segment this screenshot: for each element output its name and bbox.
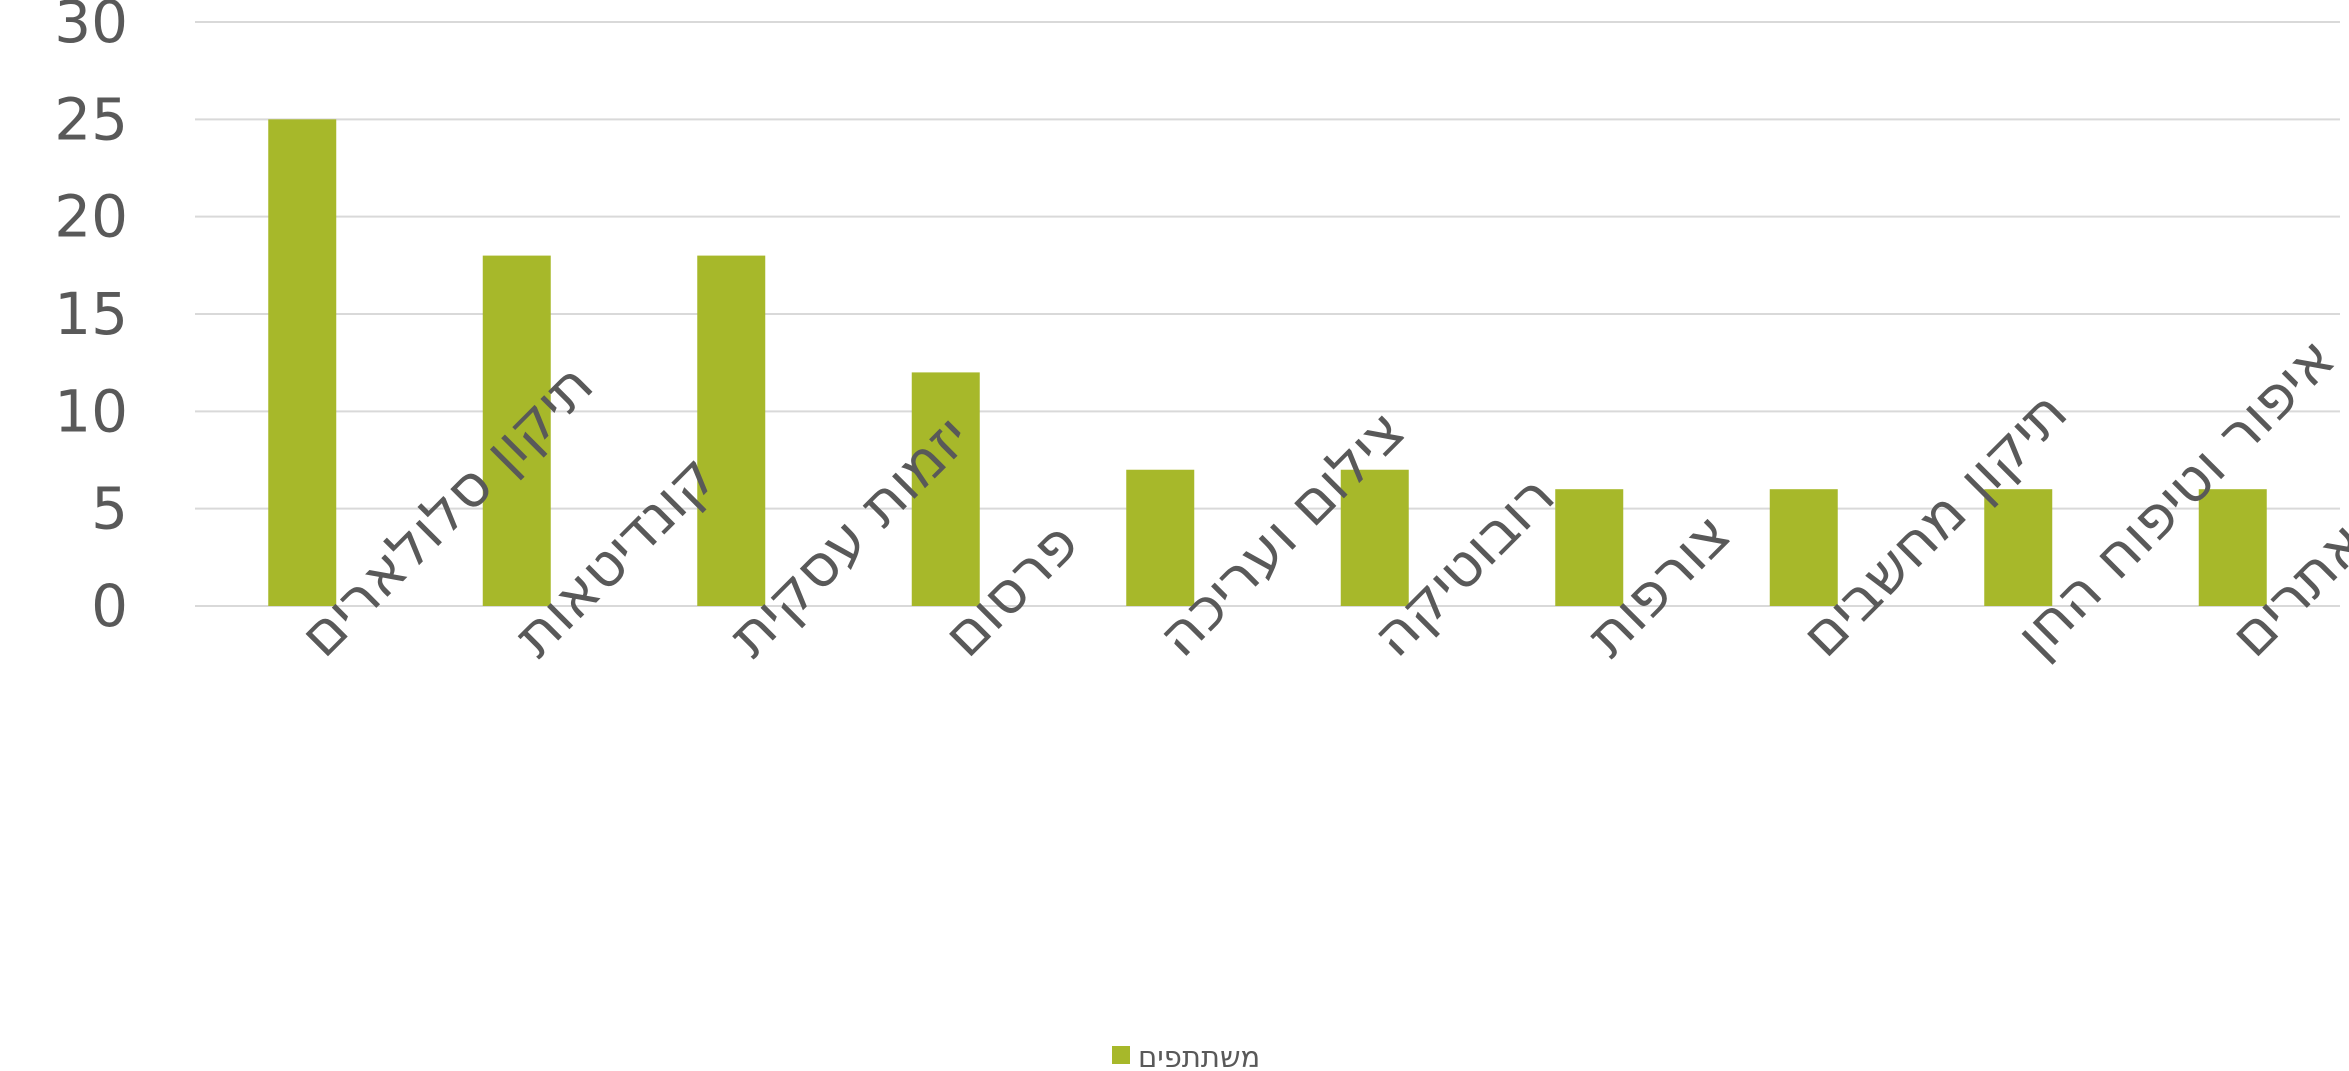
- gridlines: [195, 21, 2340, 607]
- bar: [1984, 489, 2053, 606]
- y-axis-ticks: 0 5 10 15 20 25 30: [54, 0, 128, 640]
- bar: [482, 255, 551, 606]
- bar: [697, 255, 766, 606]
- y-tick-label: 30: [54, 0, 128, 56]
- bar: [1340, 469, 1409, 606]
- legend-swatch: [1112, 1046, 1130, 1064]
- y-tick-label: 0: [91, 572, 128, 640]
- bar: [1126, 469, 1195, 606]
- y-tick-label: 10: [54, 377, 128, 445]
- legend-label: משתתפים: [1138, 1040, 1260, 1071]
- bars: [268, 119, 2267, 606]
- y-tick-label: 15: [54, 280, 128, 348]
- bar: [911, 372, 980, 606]
- legend: משתתפים: [1112, 1040, 1260, 1071]
- bar: [1769, 489, 1838, 606]
- bar: [268, 119, 337, 606]
- bar: [1555, 489, 1624, 606]
- y-tick-label: 25: [54, 85, 128, 153]
- bar: [2198, 489, 2267, 606]
- y-tick-label: 5: [91, 475, 128, 543]
- y-tick-label: 20: [54, 183, 128, 251]
